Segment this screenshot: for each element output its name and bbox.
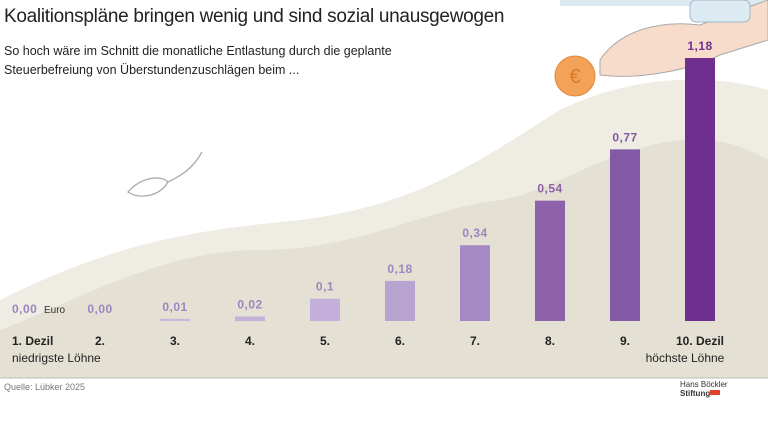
x-tick-label: 9. xyxy=(620,334,630,348)
value-label: 0,02 xyxy=(237,298,262,312)
subtitle: So hoch wäre im Schnitt die monatliche E… xyxy=(4,44,392,77)
bar xyxy=(235,316,265,321)
value-label: 0,1 xyxy=(316,280,334,294)
source: Quelle: Lübker 2025 xyxy=(4,382,85,392)
leaf xyxy=(127,151,203,197)
logo-line: Hans Böckler xyxy=(680,380,728,389)
coin xyxy=(554,55,596,97)
value-label: 0,77 xyxy=(612,130,637,144)
value-label: 0,00 xyxy=(87,302,112,316)
logo-mark xyxy=(710,390,720,395)
bar xyxy=(460,245,490,321)
bar xyxy=(535,200,565,321)
title: Koalitionspläne bringen wenig und sind s… xyxy=(4,6,505,27)
bar xyxy=(610,149,640,321)
bar xyxy=(160,318,190,321)
unit-label: Euro xyxy=(44,305,66,316)
x-tick-sublabel: höchste Löhne xyxy=(646,351,725,365)
coin-symbol: € xyxy=(569,66,580,88)
hill-front xyxy=(0,139,768,378)
sleeve xyxy=(689,0,751,23)
x-tick-label: 8. xyxy=(545,334,555,348)
x-tick-label: 7. xyxy=(470,334,480,348)
x-tick-label: 1. Dezil xyxy=(12,334,53,348)
bar xyxy=(385,280,415,321)
logo-line: Stiftung xyxy=(680,389,710,398)
value-label: 0,54 xyxy=(537,182,562,196)
value-label: 0,34 xyxy=(462,226,487,240)
x-tick-label: 10. Dezil xyxy=(676,334,724,348)
x-tick-label: 5. xyxy=(320,334,330,348)
value-label: 1,18 xyxy=(687,39,712,53)
value-label: 0,18 xyxy=(387,262,412,276)
x-tick-label: 2. xyxy=(95,334,105,348)
bar xyxy=(685,58,715,321)
value-label: 0,00 xyxy=(12,302,37,316)
value-label: 0,01 xyxy=(162,300,187,314)
sky-strip xyxy=(560,0,768,6)
x-tick-label: 6. xyxy=(395,334,405,348)
bar xyxy=(310,298,340,321)
x-tick-label: 4. xyxy=(245,334,255,348)
x-tick-label: 3. xyxy=(170,334,180,348)
x-tick-sublabel: niedrigste Löhne xyxy=(12,351,101,365)
